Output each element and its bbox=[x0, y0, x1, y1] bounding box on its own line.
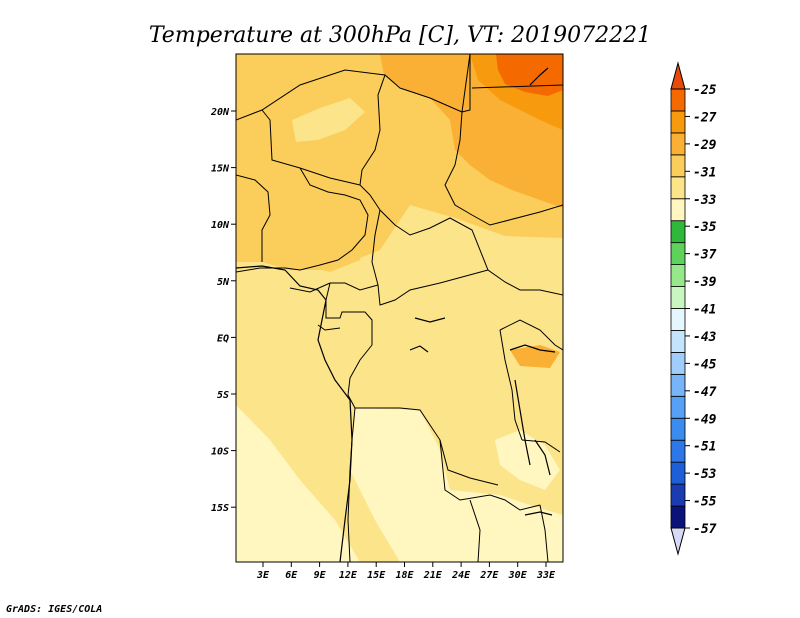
colorbar-label: -55 bbox=[693, 495, 717, 510]
colorbar-box bbox=[670, 220, 686, 244]
colorbar-label: -27 bbox=[693, 110, 717, 125]
lon-tick-label: 15E bbox=[367, 570, 386, 581]
colorbar-label: -37 bbox=[693, 248, 717, 263]
colorbar-label: -35 bbox=[693, 220, 717, 235]
lon-tick-label: 9E bbox=[314, 570, 327, 581]
lat-tick-label: 15S bbox=[211, 503, 229, 514]
colorbar-box bbox=[670, 417, 686, 441]
lat-tick-label: 5N bbox=[217, 277, 230, 288]
field-band-35-southeast bbox=[350, 408, 563, 562]
colorbar-box bbox=[670, 483, 686, 507]
lat-tick-label: 5S bbox=[217, 390, 229, 401]
colorbar-box bbox=[670, 395, 686, 419]
field-band-35-south bbox=[236, 405, 360, 562]
colorbar-box bbox=[670, 198, 686, 222]
colorbar-box bbox=[670, 88, 686, 112]
map-frame bbox=[235, 53, 564, 563]
colorbar-box bbox=[670, 132, 686, 156]
colorbar-extend-low bbox=[670, 527, 686, 556]
colorbar-label: -47 bbox=[693, 385, 717, 400]
colorbar-box bbox=[670, 373, 686, 397]
colorbar-label: -53 bbox=[693, 467, 717, 482]
longitude-axis: 3E 6E 9E 12E 15E 18E 21E 24E 27E 30E 33E bbox=[256, 562, 556, 581]
colorbar-label: -29 bbox=[693, 138, 717, 153]
colorbar-label: -39 bbox=[693, 275, 717, 290]
colorbar-box bbox=[670, 351, 686, 375]
map-panel: 3E 6E 9E 12E 15E 18E 21E 24E 27E 30E 33E 20N 15N 10N… bbox=[210, 53, 564, 581]
colorbar-box bbox=[670, 439, 686, 463]
lon-tick-label: 18E bbox=[395, 570, 414, 581]
colorbar-box bbox=[670, 286, 686, 309]
coastline bbox=[236, 67, 556, 562]
colorbar-box bbox=[670, 264, 686, 287]
country-borders bbox=[236, 54, 563, 562]
grads-credit: GrADS: IGES/COLA bbox=[6, 604, 102, 615]
latitude-axis: 20N 15N 10N 5N EQ 5S 10S 15S bbox=[210, 107, 236, 514]
lon-tick-label: 27E bbox=[479, 570, 499, 581]
lon-tick-label: 30E bbox=[508, 570, 528, 581]
colorbar-box bbox=[670, 176, 686, 200]
lat-tick-label: 20N bbox=[210, 107, 230, 118]
colorbar-box bbox=[670, 308, 686, 331]
field-band-35-lakes bbox=[495, 430, 560, 490]
field-band-33-north-patch bbox=[292, 98, 365, 142]
lat-tick-label: 15N bbox=[211, 164, 230, 175]
colorbar-box bbox=[670, 505, 686, 529]
lat-tick-label: 10S bbox=[211, 447, 229, 458]
lon-tick-label: 3E bbox=[256, 570, 270, 581]
map-title: Temperature at 300hPa [C], VT: 201907222… bbox=[149, 23, 651, 48]
colorbar-box bbox=[670, 154, 686, 178]
field-band-31-west-patch bbox=[268, 180, 370, 272]
colorbar-label: -51 bbox=[693, 440, 716, 455]
lat-tick-label: EQ bbox=[217, 333, 229, 344]
colorbar-box bbox=[670, 461, 686, 485]
lon-tick-label: 33E bbox=[536, 570, 556, 581]
colorbar-label: -41 bbox=[693, 303, 716, 318]
colorbar-label: -31 bbox=[693, 165, 716, 180]
colorbar-label: -57 bbox=[693, 522, 717, 537]
colorbar-label: -43 bbox=[693, 330, 717, 345]
colorbar-label: -49 bbox=[693, 412, 717, 427]
colorbar-box bbox=[670, 110, 686, 134]
colorbar-box bbox=[670, 330, 686, 353]
lon-tick-label: 12E bbox=[339, 570, 358, 581]
lat-tick-label: 10N bbox=[211, 220, 230, 231]
colorbar: -25 -27 -29 -31 -33 -35 -37 -39 -41 -43 -45 -47 -49 -… bbox=[670, 61, 717, 556]
lon-tick-label: 21E bbox=[423, 570, 443, 581]
colorbar-box bbox=[670, 242, 686, 265]
colorbar-label: -33 bbox=[693, 193, 717, 208]
colorbar-extend-high bbox=[670, 61, 686, 90]
lon-tick-label: 24E bbox=[451, 570, 471, 581]
colorbar-label: -25 bbox=[693, 83, 717, 98]
lon-tick-label: 6E bbox=[285, 570, 298, 581]
colorbar-label: -45 bbox=[693, 357, 717, 372]
